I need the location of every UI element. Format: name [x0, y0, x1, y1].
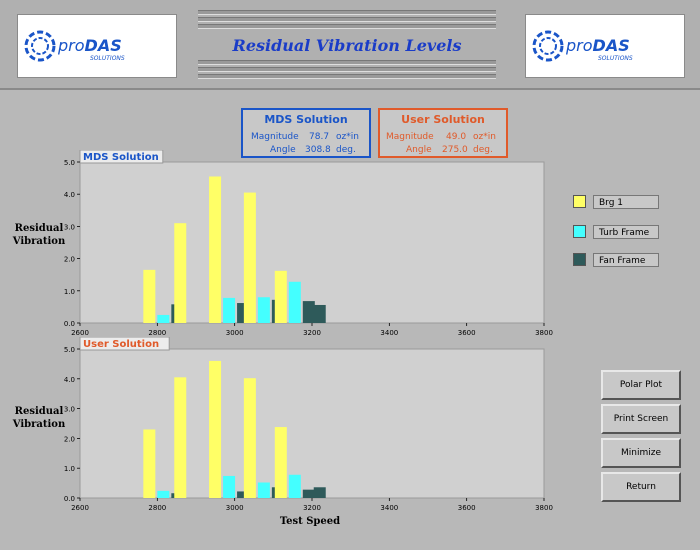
bar-brg-1 — [243, 192, 256, 323]
prodas-logo-right: proDAS SOLUTIONS — [525, 14, 685, 78]
page-title: Residual Vibration Levels — [232, 36, 462, 55]
bar-brg-1 — [209, 176, 222, 323]
bar-brg-1 — [274, 427, 287, 498]
bar-turb-frame — [157, 314, 170, 323]
y-tick-label: 5.0 — [64, 346, 75, 354]
x-tick-label: 3400 — [380, 504, 398, 512]
chart-title-tab — [79, 337, 170, 351]
svg-text:proDAS: proDAS — [565, 36, 630, 55]
bar-turb-frame — [288, 281, 301, 323]
x-tick-label: 2800 — [148, 504, 166, 512]
svg-text:SOLUTIONS: SOLUTIONS — [598, 55, 633, 62]
mds-chart-ylabel: Residual Vibration — [12, 223, 66, 247]
chart-title: User Solution — [83, 339, 159, 350]
mds-angle-unit: deg. — [336, 145, 356, 155]
polar-plot-button[interactable]: Polar Plot — [601, 370, 681, 400]
legend-label-brg1: Brg 1 — [593, 195, 659, 209]
user-angle-label: Angle — [406, 145, 432, 155]
prodas-logo-left: proDAS SOLUTIONS — [17, 14, 177, 78]
bar-fan-frame — [313, 304, 326, 323]
title-panel: Residual Vibration Levels — [198, 10, 496, 82]
legend-label-fan-frame: Fan Frame — [593, 253, 659, 267]
bar-fan-frame — [237, 491, 250, 498]
x-tick-label: 3400 — [380, 329, 398, 337]
bar-turb-frame — [223, 475, 236, 498]
turb-frame-swatch — [573, 225, 586, 238]
bar-brg-1 — [274, 270, 287, 323]
bar-turb-frame — [223, 297, 236, 323]
header-bar: proDAS SOLUTIONS Residual Vibration Leve… — [0, 0, 700, 90]
user-solution-chart: User Solution 0.0 1.0 2.0 3.0 4.0 5.0 2600 2800 3… — [64, 337, 553, 512]
user-magnitude-value: 49.0 — [446, 132, 467, 142]
legend-label-turb-frame: Turb Frame — [593, 225, 659, 239]
bar-fan-frame — [302, 489, 315, 498]
fan-frame-swatch — [573, 253, 586, 266]
plot-area — [79, 348, 545, 499]
chart-title-tab — [79, 150, 164, 164]
chart-title: MDS Solution — [83, 152, 159, 163]
mds-solution-box: MDS Solution Magnitude 78.7 oz*in Angle … — [241, 108, 371, 158]
print-screen-button[interactable]: Print Screen — [601, 404, 681, 434]
user-angle-value: 275.0 — [442, 145, 468, 155]
user-magnitude-unit: oz*in — [473, 132, 496, 142]
y-tick-label: 2.0 — [64, 256, 75, 264]
bar-turb-frame — [257, 482, 270, 498]
user-solution-box: User Solution Magnitude 49.0 oz*in Angle… — [378, 108, 508, 158]
x-tick-label: 3200 — [303, 329, 321, 337]
mds-solution-chart: MDS Solution 0.0 1.0 2.0 3.0 4.0 5.0 2600 2800 30… — [64, 150, 553, 337]
return-button[interactable]: Return — [601, 472, 681, 502]
bar-brg-1 — [243, 378, 256, 498]
bar-brg-1 — [209, 360, 222, 498]
y-tick-label: 5.0 — [64, 159, 75, 167]
x-tick-label: 3000 — [226, 329, 244, 337]
x-tick-label: 2600 — [71, 504, 89, 512]
y-tick-label: 4.0 — [64, 191, 75, 199]
x-tick-label: 3800 — [535, 329, 553, 337]
y-tick-label: 0.0 — [64, 495, 75, 503]
x-tick-label: 3600 — [458, 329, 476, 337]
y-tick-label: 3.0 — [64, 223, 75, 231]
y-tick-label: 1.0 — [64, 465, 75, 473]
x-tick-label: 2800 — [148, 329, 166, 337]
x-tick-label: 3000 — [226, 504, 244, 512]
y-tick-label: 1.0 — [64, 288, 75, 296]
bar-turb-frame — [257, 297, 270, 323]
bar-turb-frame — [157, 490, 170, 498]
y-tick-label: 0.0 — [64, 320, 75, 328]
mds-angle-label: Angle — [270, 145, 296, 155]
y-tick-label: 4.0 — [64, 376, 75, 384]
mds-magnitude-label: Magnitude — [251, 132, 299, 142]
user-magnitude-label: Magnitude — [386, 132, 434, 142]
bar-turb-frame — [288, 474, 301, 498]
x-tick-label: 3200 — [303, 504, 321, 512]
brg1-swatch — [573, 195, 586, 208]
plot-area — [79, 161, 545, 324]
y-tick-label: 2.0 — [64, 435, 75, 443]
mds-magnitude-value: 78.7 — [309, 132, 330, 142]
mds-magnitude-unit: oz*in — [336, 132, 359, 142]
user-angle-unit: deg. — [473, 145, 493, 155]
svg-text:SOLUTIONS: SOLUTIONS — [90, 55, 125, 62]
bar-brg-1 — [143, 429, 156, 498]
bar-fan-frame — [302, 301, 315, 323]
x-tick-label: 2600 — [71, 329, 89, 337]
bar-brg-1 — [174, 223, 187, 323]
svg-text:proDAS: proDAS — [57, 36, 122, 55]
bar-brg-1 — [174, 377, 187, 498]
user-chart-ylabel: Residual Vibration — [12, 406, 66, 430]
bar-brg-1 — [143, 269, 156, 323]
x-tick-label: 3800 — [535, 504, 553, 512]
x-tick-label: 3600 — [458, 504, 476, 512]
mds-solution-title: MDS Solution — [264, 113, 348, 126]
x-axis-label: Test Speed — [279, 516, 341, 527]
bar-fan-frame — [313, 487, 326, 498]
mds-angle-value: 308.8 — [305, 145, 331, 155]
minimize-button[interactable]: Minimize — [601, 438, 681, 468]
user-solution-title: User Solution — [401, 113, 485, 126]
y-tick-label: 3.0 — [64, 406, 75, 414]
